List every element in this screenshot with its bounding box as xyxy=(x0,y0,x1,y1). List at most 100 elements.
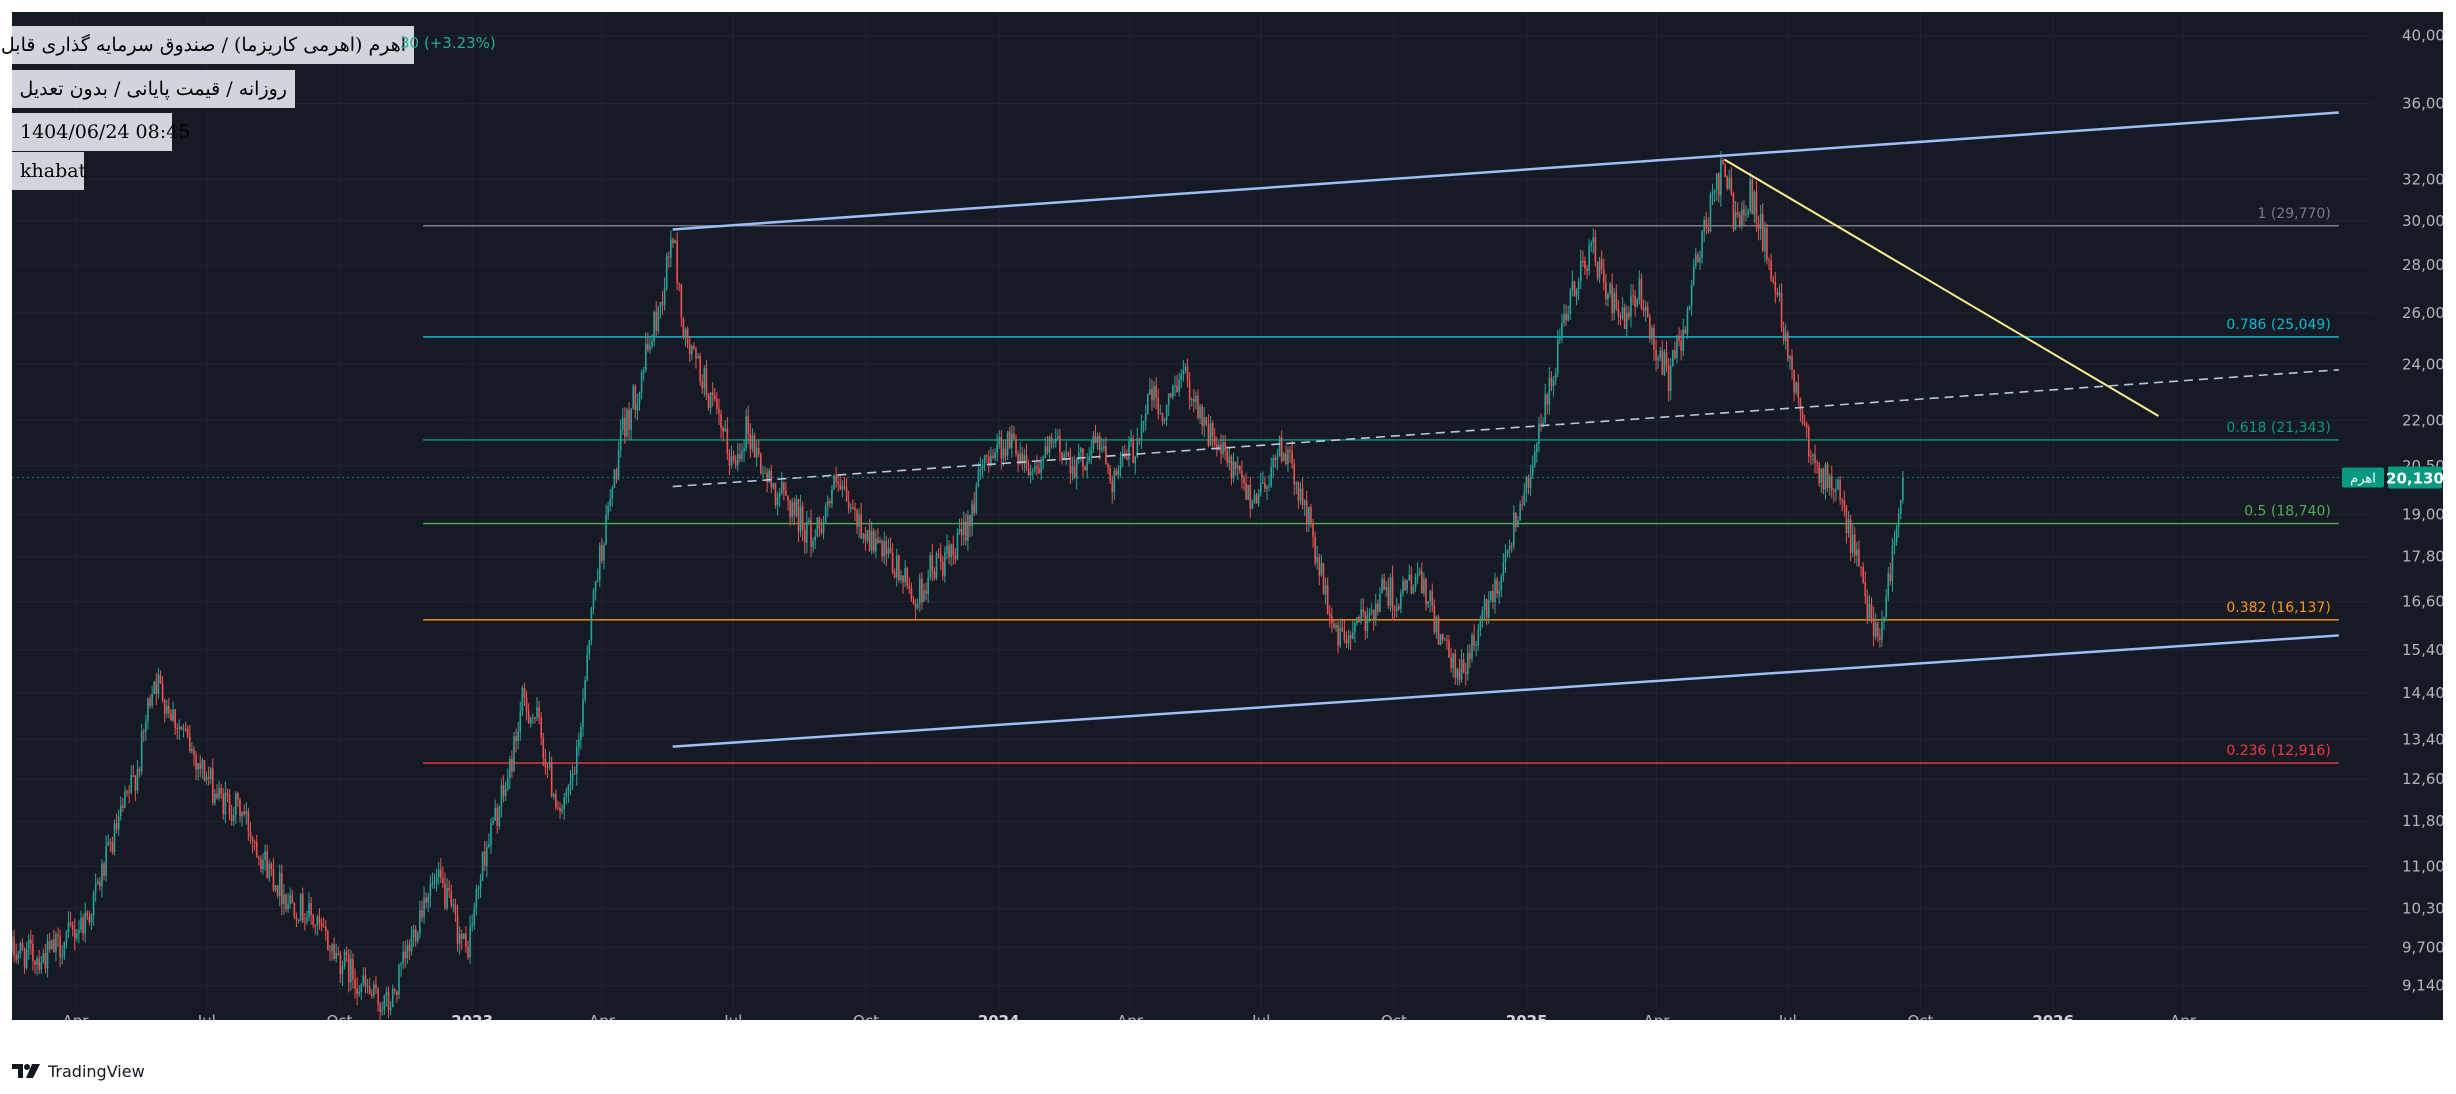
candle-body xyxy=(1349,635,1352,639)
candle-body xyxy=(1391,577,1394,609)
candle-body xyxy=(1172,386,1174,397)
candle-body xyxy=(1665,352,1668,366)
candle-body xyxy=(188,735,191,752)
candle-body xyxy=(1807,427,1810,457)
candle-body xyxy=(1715,173,1718,190)
candle-body xyxy=(1508,545,1511,550)
candle-body xyxy=(1015,438,1017,455)
candle-body xyxy=(578,739,580,747)
candle-body xyxy=(1197,395,1199,419)
candle-body xyxy=(849,507,852,509)
candle-body xyxy=(1090,449,1093,457)
candle-body xyxy=(1899,500,1902,514)
candle-body xyxy=(153,681,156,694)
candle-body xyxy=(1086,461,1088,470)
candle-body xyxy=(1630,295,1632,317)
candle-body xyxy=(720,413,722,428)
candle-body xyxy=(1747,210,1749,215)
candle-body xyxy=(1768,260,1770,262)
candle-body xyxy=(722,427,724,432)
candle-body xyxy=(157,674,160,694)
candle-body xyxy=(199,763,202,769)
candle-body xyxy=(1274,457,1277,461)
axes[interactable]: 9,140 9,700 10,300 11,000 11,800 12,600 13,400… xyxy=(62,27,2443,1020)
candle-body xyxy=(1061,452,1063,459)
candlestick-series xyxy=(12,151,1904,1020)
candle-body xyxy=(927,577,929,594)
candle-body xyxy=(1835,489,1837,492)
candle-body xyxy=(996,444,998,453)
candle-body xyxy=(1718,173,1720,196)
candle-body xyxy=(1128,441,1130,459)
candle-body xyxy=(1107,463,1109,469)
candle-body xyxy=(214,793,216,803)
candle-body xyxy=(126,791,128,793)
candle-body xyxy=(132,775,135,777)
candle-body xyxy=(1182,370,1185,375)
candle-body xyxy=(636,404,639,411)
candle-body xyxy=(1395,606,1398,611)
candle-body xyxy=(1228,456,1231,463)
candle-body xyxy=(515,736,517,742)
tradingview-label: TradingView xyxy=(48,1061,145,1081)
candle-body xyxy=(573,773,576,775)
candle-body xyxy=(1431,591,1434,606)
candle-body xyxy=(1351,632,1354,639)
candle-body xyxy=(1669,365,1672,392)
candle-body xyxy=(165,705,168,714)
candle-body xyxy=(538,707,540,718)
candle-body xyxy=(1724,164,1726,177)
candle-body xyxy=(360,984,363,992)
grid-lines xyxy=(12,12,2372,1010)
candle-body xyxy=(1157,397,1160,414)
candle-body xyxy=(1138,438,1141,440)
candle-body xyxy=(935,553,938,579)
candle-body xyxy=(1895,526,1898,542)
candle-body xyxy=(433,882,436,884)
candle-body xyxy=(1000,436,1003,459)
candle-body xyxy=(1849,519,1852,553)
chart-panel[interactable]: 1 (29,770) 0.786 (25,049) 0.618 (21,343) 0.… xyxy=(0,12,2443,1020)
candle-body xyxy=(1538,423,1540,444)
candle-body xyxy=(1241,470,1243,478)
candle-body xyxy=(513,736,515,772)
candle-body xyxy=(12,936,13,951)
candle-body xyxy=(437,869,440,878)
candle-body xyxy=(548,761,551,768)
candle-body xyxy=(299,893,302,921)
chart-title: اهرم (اهرمی کاریزما) / صندوق سرمایه گذار… xyxy=(0,26,414,64)
candle-body xyxy=(241,811,243,817)
x-axis-tick-label: 2025 xyxy=(1506,1012,1548,1020)
candle-body xyxy=(885,541,888,555)
candle-body xyxy=(921,578,923,603)
candle-body xyxy=(552,794,555,797)
candle-body xyxy=(772,483,775,488)
candle-body xyxy=(138,769,141,772)
candle-body xyxy=(1680,340,1682,351)
candle-body xyxy=(820,528,823,533)
candle-body xyxy=(1308,507,1310,525)
candle-body xyxy=(797,499,800,532)
fibonacci-retracement[interactable]: 1 (29,770) 0.786 (25,049) 0.618 (21,343) 0.… xyxy=(423,206,2339,764)
candle-body xyxy=(1372,610,1375,620)
candle-body xyxy=(1193,399,1195,402)
candle-body xyxy=(649,345,651,351)
candle-body xyxy=(111,842,114,853)
candle-body xyxy=(988,456,990,465)
candle-body xyxy=(603,544,605,561)
tradingview-branding[interactable]: TradingView xyxy=(12,1059,145,1083)
candle-body xyxy=(944,552,946,577)
candle-body xyxy=(444,883,446,909)
candle-body xyxy=(1084,466,1086,470)
candle-body xyxy=(1548,377,1551,405)
candle-body xyxy=(973,503,975,513)
candle-body xyxy=(1418,570,1421,574)
candle-body xyxy=(506,778,509,790)
candle-body xyxy=(555,794,557,808)
drawings[interactable] xyxy=(12,111,2372,748)
candle-body xyxy=(902,575,904,583)
candle-body xyxy=(1113,470,1116,493)
candle-body xyxy=(1301,488,1304,505)
candle-body xyxy=(379,1004,381,1012)
price-chart[interactable]: 1 (29,770) 0.786 (25,049) 0.618 (21,343) 0.… xyxy=(12,12,2443,1020)
